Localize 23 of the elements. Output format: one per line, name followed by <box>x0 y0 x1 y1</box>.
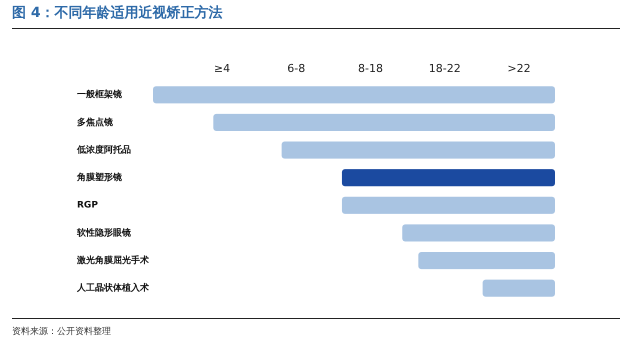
bar <box>153 86 555 104</box>
bar <box>342 169 555 186</box>
text: >22 <box>506 62 532 75</box>
text: 资料来源：公开资料整理 <box>12 326 112 338</box>
bar <box>213 114 555 131</box>
bar <box>418 252 555 270</box>
bar <box>482 280 555 297</box>
bar <box>282 142 555 159</box>
bar <box>342 196 555 214</box>
y-tick-label: 人工晶状体植入术 <box>76 282 150 294</box>
chart-title: 图 4：不同年龄适用近视矫正方法 <box>12 4 620 29</box>
y-tick-label: 低浓度阿托品 <box>76 144 131 156</box>
text: ≥4 <box>212 62 232 75</box>
y-tick-label: 激光角膜屈光手术 <box>76 254 150 266</box>
y-tick-label: 角膜塑形镜 <box>76 172 122 184</box>
text: 18-22 <box>428 62 462 75</box>
bar <box>402 224 555 242</box>
text: 6-8 <box>286 62 306 75</box>
text: 8-18 <box>357 62 384 75</box>
y-tick-label: 一般框架镜 <box>77 89 122 100</box>
y-tick-label: 软性隐形眼镜 <box>76 227 131 238</box>
y-tick-label: 多焦点镜 <box>77 116 113 128</box>
y-tick-label: RGP <box>77 200 98 211</box>
